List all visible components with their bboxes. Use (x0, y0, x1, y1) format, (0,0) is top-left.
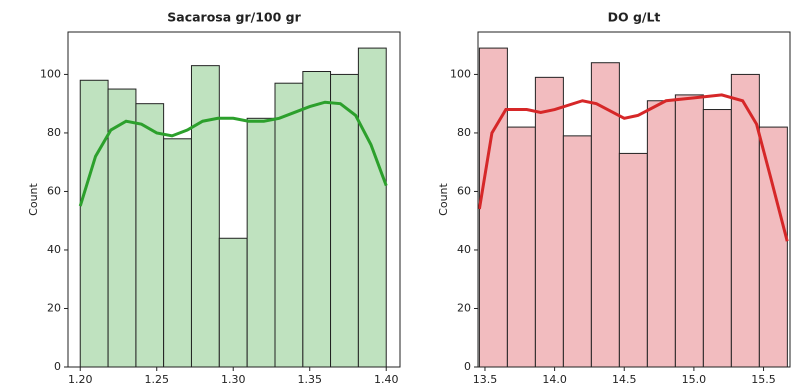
y-tick-label: 0 (464, 360, 471, 373)
bar (163, 138, 192, 368)
x-tick-label: 1.35 (297, 373, 322, 386)
chart-title: DO g/Lt (608, 10, 661, 25)
plot-frame (477, 31, 791, 368)
x-tick-label: 14.0 (542, 373, 567, 386)
bar (218, 237, 248, 368)
bar (534, 76, 564, 368)
x-tick-label: 1.40 (374, 373, 399, 386)
y-tick-label: 0 (54, 360, 61, 373)
bar (302, 70, 332, 368)
bar (79, 79, 109, 368)
x-tick-label: 15.5 (751, 373, 776, 386)
x-tick-label: 15.0 (682, 373, 707, 386)
y-tick-label: 60 (47, 184, 61, 197)
y-tick-label: 40 (457, 243, 471, 256)
chart-title: Sacarosa gr/100 gr (167, 10, 301, 25)
bar (190, 65, 220, 368)
bar (478, 47, 508, 368)
bar (506, 126, 536, 368)
bar (562, 135, 592, 368)
bar (357, 47, 387, 368)
x-tick-label: 1.30 (221, 373, 246, 386)
y-tick-label: 80 (47, 126, 61, 139)
plot-frame (67, 31, 401, 368)
bar (702, 109, 732, 368)
bar (274, 82, 304, 368)
y-tick-label: 80 (457, 126, 471, 139)
x-tick-label: 1.25 (144, 373, 169, 386)
y-tick-label: 20 (457, 301, 471, 314)
panel: DO g/Lt Count 0 20 40 60 80 100 13.5 14.0 14.5 15.0… (437, 10, 791, 386)
bar (246, 117, 276, 368)
bar (730, 73, 760, 368)
kde-line (78, 100, 388, 207)
bar (135, 103, 165, 368)
bar (330, 73, 359, 368)
y-axis-label: Count (27, 182, 40, 215)
kde-line (477, 93, 789, 242)
x-tick-label: 1.20 (68, 373, 93, 386)
y-tick-label: 100 (450, 67, 471, 80)
y-tick-label: 100 (40, 67, 61, 80)
bar (674, 94, 704, 368)
bar (618, 152, 648, 368)
bar (646, 100, 676, 368)
y-tick-label: 60 (457, 184, 471, 197)
y-axis-label: Count (437, 182, 450, 215)
bar (107, 88, 137, 368)
y-tick-label: 40 (47, 243, 61, 256)
x-tick-label: 13.5 (473, 373, 498, 386)
bar (758, 126, 788, 368)
panel: Sacarosa gr/100 gr Count 0 20 40 60 80 100 1.20 1… (27, 10, 401, 386)
x-tick-label: 14.5 (612, 373, 637, 386)
y-tick-label: 20 (47, 301, 61, 314)
